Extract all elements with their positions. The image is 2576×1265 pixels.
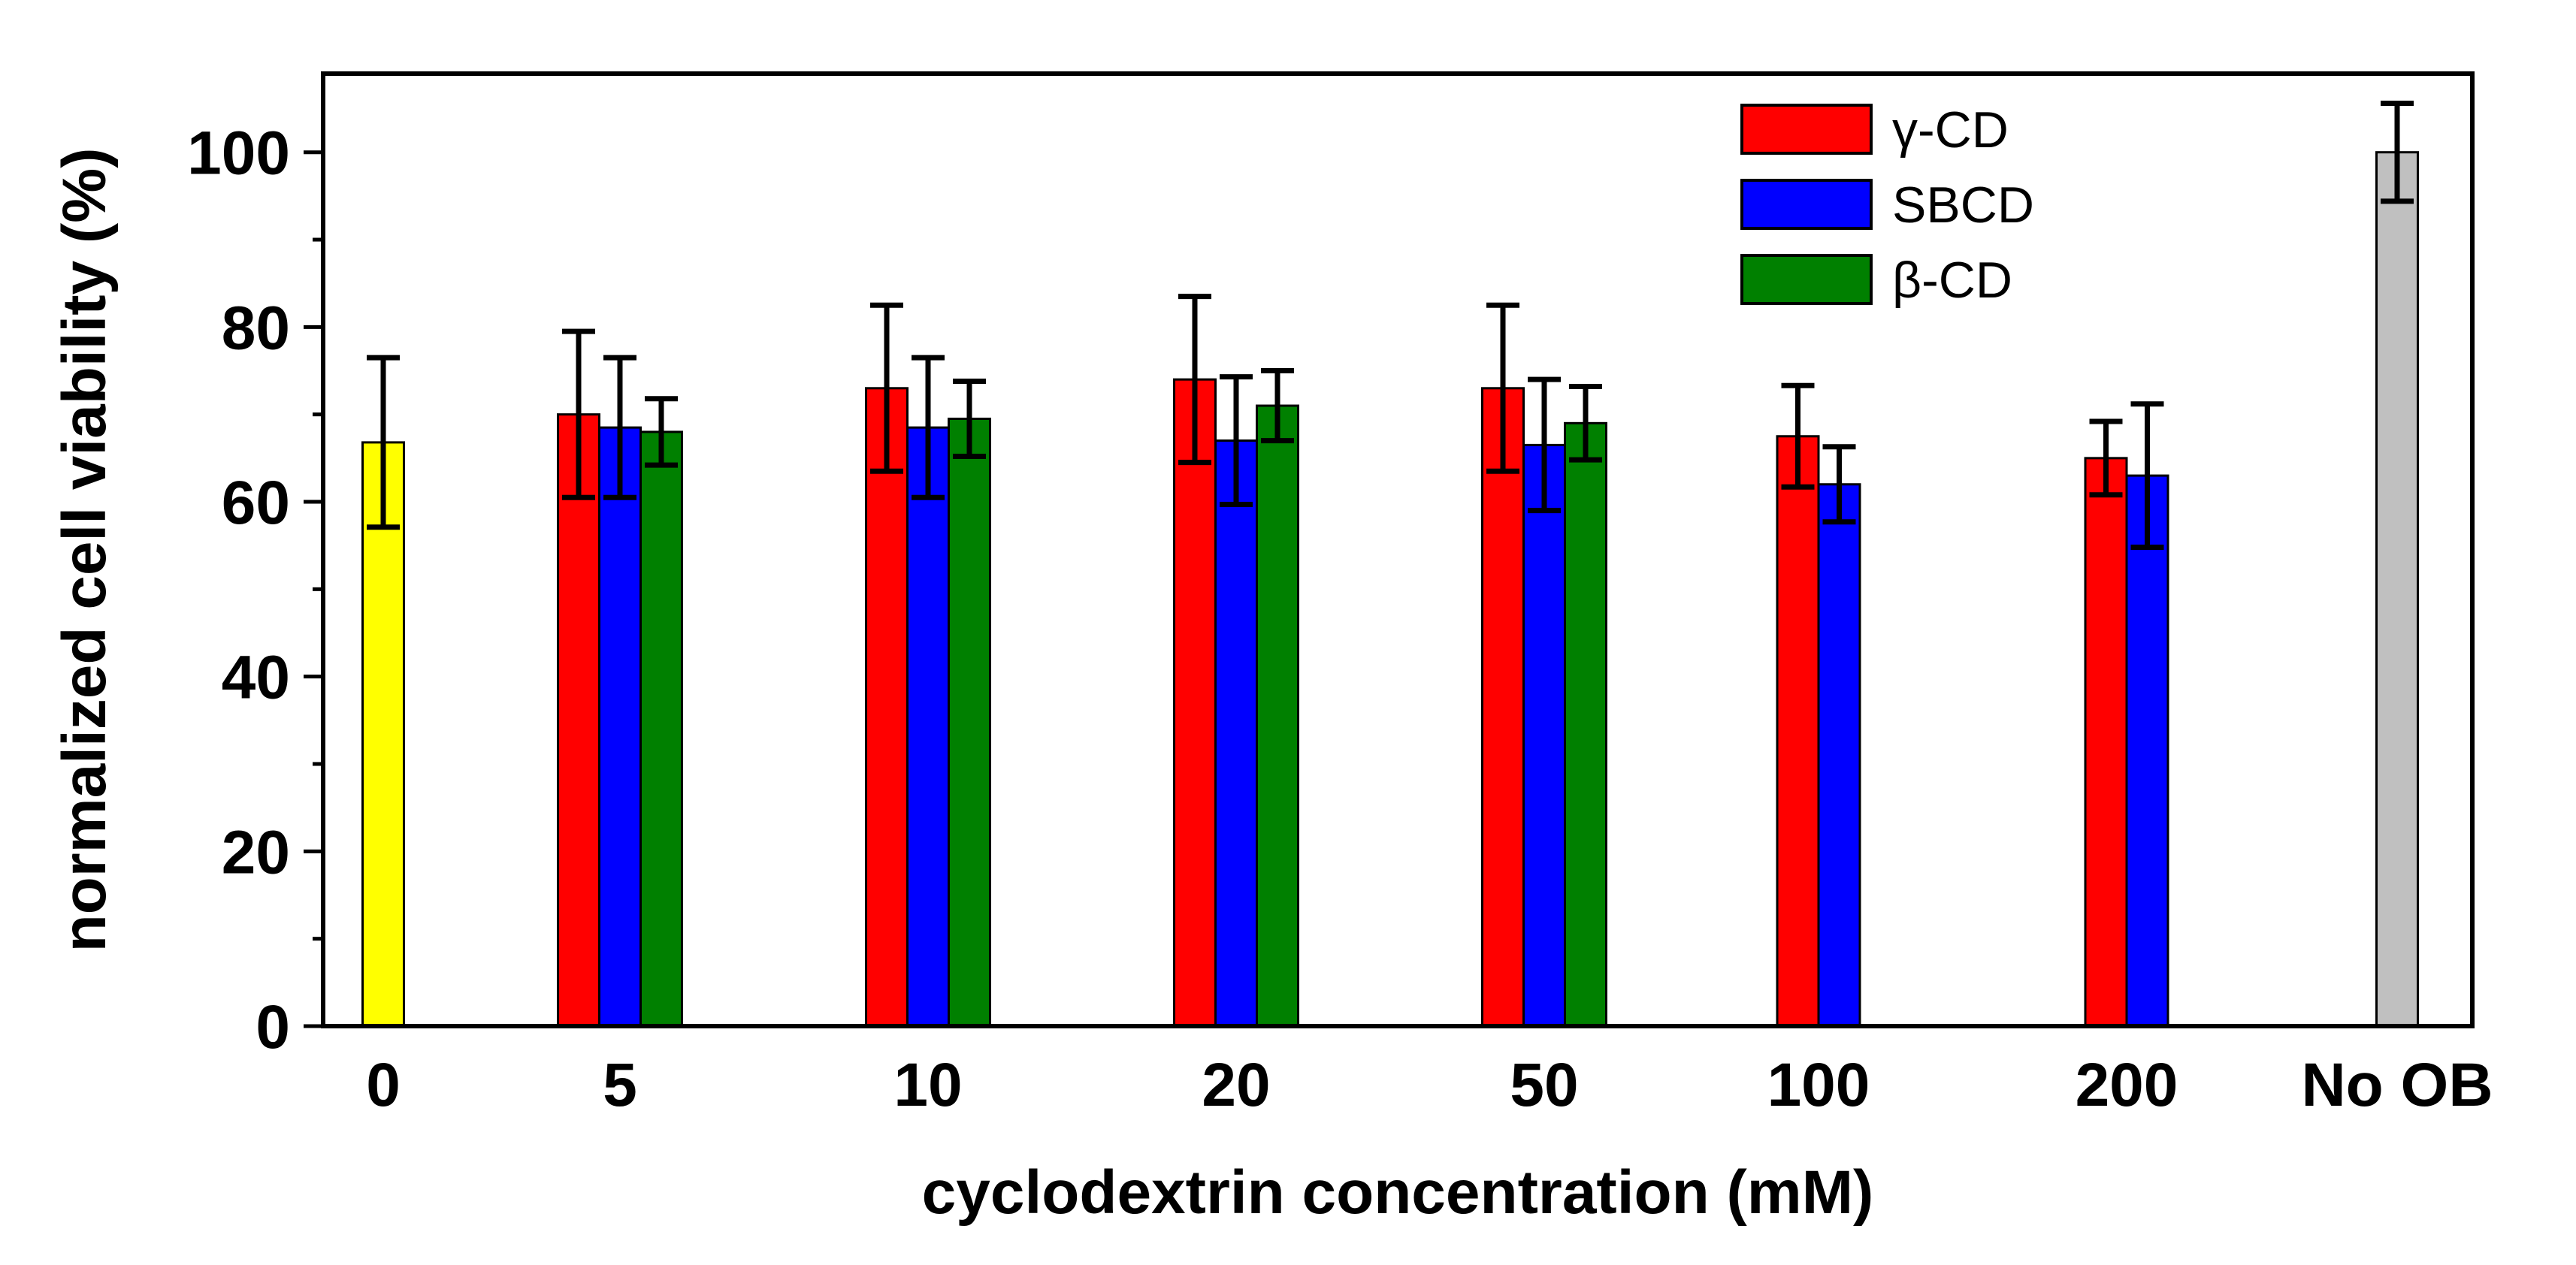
bar-cd-50 — [1481, 387, 1525, 1028]
legend: γ-CD SBCD β-CD — [1740, 101, 2034, 309]
legend-swatch-sbcd — [1740, 179, 1873, 230]
x-tick-label: 10 — [893, 1051, 962, 1119]
bar-sbcd-5 — [598, 426, 642, 1028]
x-tick-label: 20 — [1202, 1051, 1270, 1119]
error-bars-layer — [367, 101, 2414, 551]
x-tick-label: 5 — [603, 1051, 637, 1119]
x-tick-label: 0 — [366, 1051, 401, 1119]
y-tick-label: 0 — [255, 993, 290, 1061]
legend-label-cd: γ-CD — [1892, 101, 2009, 159]
bar-sbcd-10 — [906, 426, 950, 1028]
y-tick-label: 80 — [222, 294, 290, 362]
bar-sbcd-200 — [2125, 474, 2169, 1028]
bar-cd-50 — [1564, 421, 1607, 1028]
x-tick-label: No OB — [2301, 1051, 2493, 1119]
x-axis-title: cyclodextrin concentration (mM) — [922, 1158, 1874, 1227]
bar-sbcd-50 — [1522, 443, 1566, 1028]
plot-frame — [321, 71, 2475, 1028]
bar-cd-5 — [639, 430, 683, 1028]
bars-layer — [361, 151, 2419, 1028]
x-axis: 0 5 10 20 50 100 200 No OB — [366, 1051, 2493, 1119]
x-tick-label: 200 — [2076, 1051, 2178, 1119]
x-tick-label: 100 — [1767, 1051, 1870, 1119]
x-tick-label: 50 — [1510, 1051, 1578, 1119]
legend-swatch-cd — [1740, 104, 1873, 155]
bar-cd-100 — [1776, 435, 1820, 1028]
y-tick-label: 100 — [187, 119, 290, 188]
y-tick-label: 40 — [222, 644, 290, 712]
bar-sbcd-20 — [1214, 439, 1258, 1028]
bar-no-ob — [2375, 151, 2419, 1028]
bar-cd-20 — [1173, 378, 1217, 1028]
y-axis: 0 20 40 60 80 100 — [187, 119, 323, 1061]
bar-0 — [361, 441, 405, 1028]
legend-label-sbcd: SBCD — [1892, 177, 2034, 234]
legend-swatch-cd — [1740, 254, 1873, 305]
bar-cd-20 — [1256, 404, 1299, 1028]
y-tick-label: 20 — [222, 818, 290, 886]
y-tick-label: 60 — [222, 469, 290, 537]
bar-cd-5 — [557, 413, 600, 1028]
legend-label-cd: β-CD — [1892, 252, 2012, 309]
y-axis-title: normalized cell viability (%) — [50, 148, 119, 953]
bar-cd-10 — [865, 387, 909, 1028]
bar-cd-10 — [948, 418, 991, 1028]
bar-sbcd-100 — [1817, 483, 1861, 1028]
bar-cd-200 — [2084, 457, 2128, 1028]
